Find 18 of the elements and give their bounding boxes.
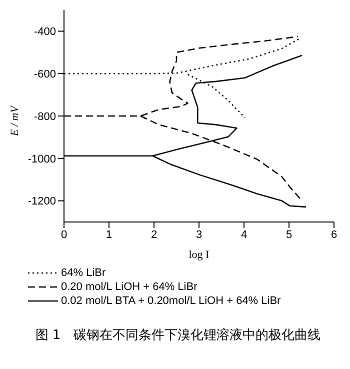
text: 图 1 碳钢在不同条件下溴化锂溶液中的极化曲线	[34, 327, 322, 344]
x-tick-label: 6	[330, 228, 338, 241]
legend-label: 0.20 mol/L LiOH + 64% LiBr	[61, 280, 198, 294]
y-tick-label: -400	[34, 26, 56, 38]
x-tick-label: 5	[286, 228, 292, 241]
legend-label: 0.02 mol/L BTA + 0.20mol/L LiOH + 64% LiBr	[61, 294, 281, 308]
y-tick-label: -1000	[28, 153, 56, 166]
legend-label: 64% LiBr	[61, 266, 106, 280]
y-axis-title: E / mV	[8, 104, 21, 137]
x-tick-label: 0	[60, 228, 68, 241]
y-tick-label: -800	[34, 110, 56, 123]
x-tick-label: 1	[106, 228, 112, 241]
x-axis-title: log I	[188, 249, 210, 261]
y-tick-label: -600	[34, 68, 56, 81]
y-tick-label: -1200	[28, 196, 56, 208]
x-tick-label: 4	[240, 228, 248, 241]
x-tick-label: 3	[196, 228, 202, 241]
x-tick-label: 2	[150, 228, 158, 241]
